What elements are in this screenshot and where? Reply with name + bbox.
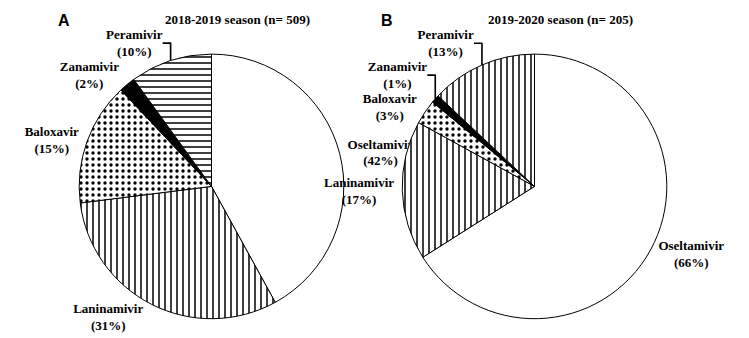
svg-text:Baloxavir(3%): Baloxavir(3%) — [363, 91, 417, 123]
svg-text:Oseltamivir(66%): Oseltamivir(66%) — [658, 238, 724, 270]
svg-text:Zanamivir(1%): Zanamivir(1%) — [368, 59, 427, 91]
svg-text:A: A — [58, 12, 70, 29]
svg-text:Laninamivir(31%): Laninamivir(31%) — [73, 301, 143, 333]
svg-text:Zanamivir(2%): Zanamivir(2%) — [60, 59, 119, 91]
svg-text:B: B — [381, 12, 393, 29]
html-text:(42%): (42%) — [363, 153, 398, 169]
html-text:Oseltamivir: Oseltamivir — [347, 136, 414, 152]
svg-text:Peramivir(10%): Peramivir(10%) — [106, 27, 163, 59]
svg-text:Laninamivir(17%): Laninamivir(17%) — [324, 175, 394, 207]
svg-text:2019-2020 season (n= 205): 2019-2020 season (n= 205) — [488, 12, 633, 27]
svg-text:Baloxavir(15%): Baloxavir(15%) — [25, 124, 79, 156]
svg-text:2018-2019 season (n= 509): 2018-2019 season (n= 509) — [165, 12, 310, 27]
svg-text:Peramivir(13%): Peramivir(13%) — [417, 27, 474, 59]
